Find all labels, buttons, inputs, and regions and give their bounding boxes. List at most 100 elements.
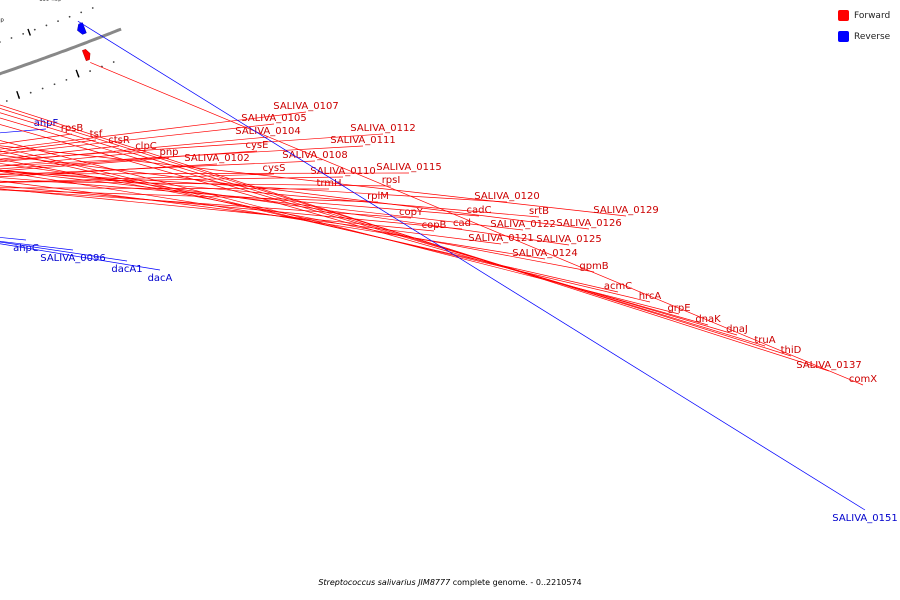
gene-label-daca1[interactable]: dacA1 bbox=[111, 264, 142, 275]
gene-label-rpsi[interactable]: rpsI bbox=[382, 175, 401, 186]
minor-tick-dot bbox=[22, 32, 25, 35]
gene-label-comx[interactable]: comX bbox=[849, 374, 877, 385]
leader-line bbox=[0, 151, 147, 167]
gene-label-pnp[interactable]: pnp bbox=[159, 147, 178, 158]
gene-label-trua[interactable]: truA bbox=[754, 335, 775, 346]
minor-tick-dot bbox=[112, 61, 115, 63]
gene-label-saliva_0096[interactable]: SALIVA_0096 bbox=[40, 253, 105, 264]
minor-tick-dot bbox=[80, 11, 83, 14]
gene-label-dnak[interactable]: dnaK bbox=[695, 314, 721, 325]
gene-label-saliva_0111[interactable]: SALIVA_0111 bbox=[330, 135, 395, 146]
leader-line bbox=[0, 241, 128, 262]
tick-label: 130 kbp bbox=[0, 17, 4, 23]
legend-label-reverse: Reverse bbox=[854, 31, 891, 42]
gene-labels: ahpF ahpC rpsB tsf SALIVA_0096 ctsR clpC dacA1 d… bbox=[0, 20, 898, 524]
gene-label-saliva_0137[interactable]: SALIVA_0137 bbox=[796, 360, 861, 371]
gene-label-cyss[interactable]: cysS bbox=[263, 163, 286, 174]
leader-line bbox=[0, 159, 595, 273]
gene-label-saliva_0121[interactable]: SALIVA_0121 bbox=[468, 233, 533, 244]
major-tick bbox=[75, 69, 80, 78]
leader-line bbox=[0, 154, 590, 230]
genome-ticks: 85 kbp90 kbp95 kbp100 kbp105 kbp110 kbp1… bbox=[0, 0, 115, 102]
gene-label-daca[interactable]: dacA bbox=[148, 273, 173, 284]
leader-line bbox=[0, 112, 766, 347]
leader-line bbox=[90, 62, 864, 386]
gene-label-ahpf[interactable]: ahpF bbox=[34, 118, 59, 129]
gene-label-cad[interactable]: cad bbox=[453, 218, 471, 229]
forward-swatch-icon bbox=[838, 10, 849, 21]
gene-label-trmh[interactable]: trmH bbox=[316, 178, 341, 189]
gene-label-dnaj[interactable]: dnaJ bbox=[726, 324, 748, 335]
leader-line bbox=[0, 123, 275, 155]
minor-tick-dot bbox=[57, 20, 59, 23]
gene-label-clpc[interactable]: clpC bbox=[135, 141, 157, 152]
gene-label-srtb[interactable]: srtB bbox=[529, 206, 549, 217]
gene-label-ctsr[interactable]: ctsR bbox=[108, 135, 130, 146]
gene-label-saliva_0115[interactable]: SALIVA_0115 bbox=[376, 162, 441, 173]
gene-label-rpsb[interactable]: rpsB bbox=[61, 123, 84, 134]
leader-line bbox=[0, 104, 830, 372]
gene-label-saliva_0104[interactable]: SALIVA_0104 bbox=[235, 126, 300, 137]
gene-label-saliva_0102[interactable]: SALIVA_0102 bbox=[184, 153, 249, 164]
gene-label-saliva_0110[interactable]: SALIVA_0110 bbox=[310, 166, 375, 177]
minor-tick-dot bbox=[91, 7, 94, 9]
strand-legend: Forward Reverse bbox=[838, 8, 898, 50]
major-tick bbox=[27, 28, 31, 36]
legend-item-forward: Forward bbox=[838, 8, 898, 23]
leader-line bbox=[0, 187, 330, 190]
gene-label-copy[interactable]: copY bbox=[399, 207, 424, 218]
legend-label-forward: Forward bbox=[854, 10, 891, 21]
reverse-swatch-icon bbox=[838, 31, 849, 42]
leader-line bbox=[0, 180, 392, 187]
gene-arrow-comx bbox=[81, 49, 91, 62]
gene-label-ahpc[interactable]: ahpC bbox=[13, 243, 39, 254]
leader-line bbox=[0, 145, 364, 167]
gene-label-thid[interactable]: thiD bbox=[781, 345, 802, 356]
gene-label-tsf[interactable]: tsf bbox=[90, 129, 103, 140]
gene-label-saliva_0107[interactable]: SALIVA_0107 bbox=[273, 101, 338, 112]
gene-label-acmc[interactable]: acmC bbox=[604, 281, 632, 292]
leader-line bbox=[0, 145, 627, 217]
leader-line bbox=[0, 163, 570, 246]
caption-suffix: complete genome. - 0..2210574 bbox=[452, 578, 582, 587]
gene-label-cyse[interactable]: cysE bbox=[246, 140, 269, 151]
leader-line bbox=[0, 145, 120, 160]
gene-arrow-saliva_0151 bbox=[77, 22, 87, 35]
minor-tick-dot bbox=[5, 100, 8, 102]
minor-tick-dot bbox=[68, 15, 71, 18]
gene-label-saliva_0105[interactable]: SALIVA_0105 bbox=[241, 113, 306, 124]
gene-label-saliva_0112[interactable]: SALIVA_0112 bbox=[350, 123, 415, 134]
leader-line bbox=[0, 176, 344, 183]
minor-tick-dot bbox=[41, 87, 44, 90]
gene-label-saliva_0122[interactable]: SALIVA_0122 bbox=[490, 219, 555, 230]
gene-label-saliva_0108[interactable]: SALIVA_0108 bbox=[282, 150, 347, 161]
leader-line bbox=[0, 243, 161, 271]
gene-label-gpmb[interactable]: gpmB bbox=[579, 261, 608, 272]
leader-line bbox=[77, 20, 866, 511]
leader-line bbox=[0, 117, 738, 336]
minor-tick-dot bbox=[89, 70, 91, 72]
gene-label-saliva_0129[interactable]: SALIVA_0129 bbox=[593, 205, 658, 216]
gene-label-saliva_0120[interactable]: SALIVA_0120 bbox=[474, 191, 539, 202]
minor-tick-dot bbox=[33, 28, 36, 31]
leader-line bbox=[0, 189, 379, 203]
gene-label-rplm[interactable]: rplM bbox=[367, 191, 389, 202]
leader-line bbox=[0, 180, 502, 245]
minor-tick-dot bbox=[53, 83, 56, 86]
leader-line bbox=[0, 146, 651, 303]
legend-item-reverse: Reverse bbox=[838, 29, 898, 44]
gene-label-saliva_0126[interactable]: SALIVA_0126 bbox=[556, 218, 621, 229]
leader-line bbox=[0, 111, 307, 150]
leader-line bbox=[0, 150, 258, 170]
gene-label-saliva_0125[interactable]: SALIVA_0125 bbox=[536, 234, 601, 245]
leader-line bbox=[0, 173, 275, 183]
leader-line bbox=[0, 169, 540, 218]
gene-label-saliva_0151[interactable]: SALIVA_0151 bbox=[832, 513, 897, 524]
leader-line bbox=[0, 240, 74, 251]
leader-line bbox=[0, 170, 508, 203]
gene-label-cadc[interactable]: cadC bbox=[467, 205, 492, 216]
gene-label-saliva_0124[interactable]: SALIVA_0124 bbox=[512, 248, 577, 259]
minor-tick-dot bbox=[10, 37, 13, 39]
minor-tick-dot bbox=[0, 41, 1, 43]
